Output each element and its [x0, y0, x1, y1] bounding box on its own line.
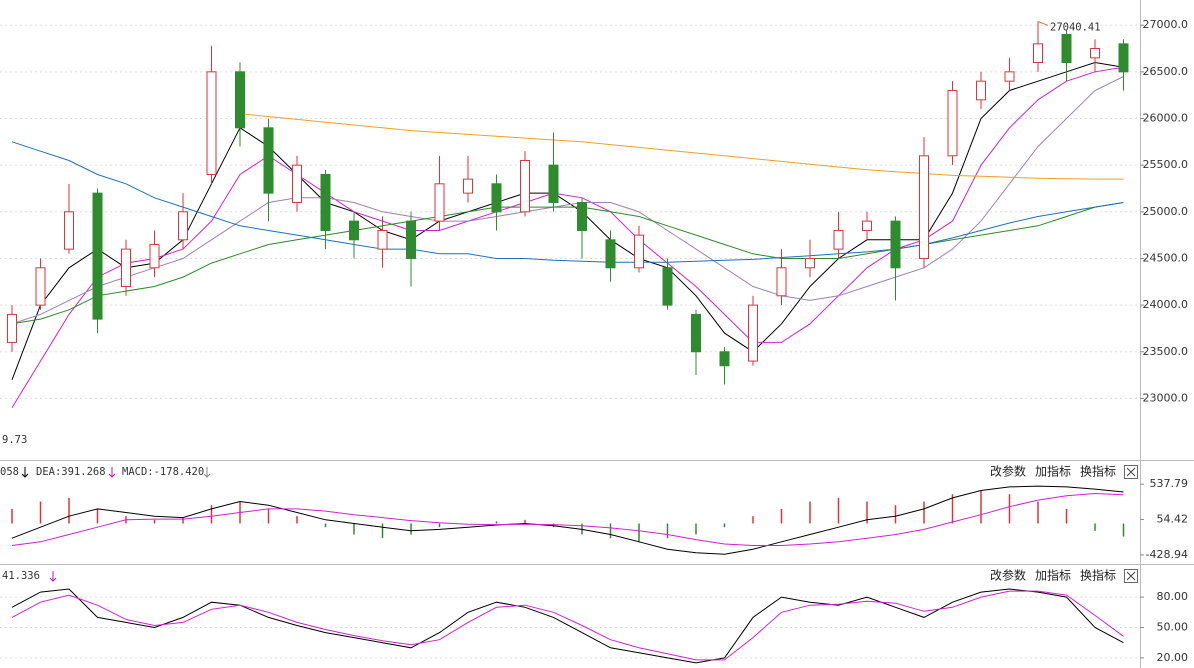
candle-body: [805, 257, 815, 269]
candle-body: [263, 127, 274, 194]
candle-body: [377, 229, 388, 250]
series-line: [11, 76, 1124, 325]
candle-body: [862, 220, 872, 231]
y-tick-label: 27000.0: [1143, 18, 1189, 31]
candle-body: [634, 234, 644, 269]
candle-body: [64, 211, 74, 250]
min-label: 9.73: [2, 434, 27, 446]
panel-button[interactable]: 加指标: [1035, 464, 1071, 479]
candle-body: [292, 164, 302, 203]
close-button[interactable]: [1124, 465, 1138, 479]
panel-button[interactable]: 加指标: [1035, 568, 1071, 583]
close-button[interactable]: [1124, 569, 1138, 583]
candle-body: [121, 248, 131, 287]
candle-body: [406, 220, 416, 259]
candle-body: [92, 192, 103, 320]
candle-body: [349, 220, 359, 241]
panel-button[interactable]: 换指标: [1080, 568, 1116, 583]
candle-body: [178, 211, 188, 241]
indicator-label: 41.336: [2, 570, 40, 582]
max-label: 27040.41: [1050, 21, 1101, 33]
candle-body: [491, 183, 502, 213]
series-line: [11, 485, 1124, 555]
y-tick-label: 25500.0: [1143, 158, 1189, 171]
panel-button[interactable]: 改参数: [990, 464, 1026, 479]
y-tick-label: -428.94: [1146, 548, 1188, 561]
y-tick-label: 26000.0: [1143, 111, 1189, 124]
close-icon: [1126, 571, 1136, 581]
series-line: [11, 590, 1124, 661]
candle-body: [1118, 43, 1129, 73]
y-tick-label: 54.42: [1157, 513, 1189, 526]
candle-body: [947, 90, 958, 157]
candle-body: [748, 304, 758, 362]
candle-body: [206, 71, 217, 175]
candle-body: [691, 313, 701, 353]
candle-body: [434, 183, 445, 222]
y-tick-label: 24500.0: [1143, 251, 1189, 264]
y-tick-label: 24000.0: [1143, 298, 1189, 311]
candle-body: [1033, 43, 1043, 64]
y-tick-label: 537.79: [1150, 477, 1189, 490]
y-tick-label: 25000.0: [1143, 205, 1189, 218]
candle-body: [149, 243, 160, 269]
panel-button[interactable]: 改参数: [990, 568, 1026, 583]
candle-body: [1090, 48, 1100, 59]
candle-body: [919, 155, 929, 259]
candle-body: [719, 351, 730, 367]
candle-body: [890, 220, 901, 269]
indicator-label: 058: [0, 466, 19, 478]
close-icon: [1126, 467, 1136, 477]
candle-body: [320, 173, 331, 231]
y-tick-label: 80.00: [1157, 590, 1189, 603]
candle-body: [7, 313, 17, 343]
candle-body: [577, 201, 587, 231]
trend-arrow: [21, 467, 29, 478]
panel-button[interactable]: 换指标: [1080, 464, 1116, 479]
candle-body: [1061, 34, 1072, 64]
candle-body: [833, 229, 844, 250]
y-tick-label: 26500.0: [1143, 65, 1189, 78]
series-line: [11, 141, 1124, 263]
series-line: [11, 492, 1124, 546]
series-line: [239, 113, 1124, 180]
candle-body: [463, 178, 473, 194]
candle-body: [548, 164, 559, 203]
y-tick-label: 23500.0: [1143, 345, 1189, 358]
max-arrow: [1037, 20, 1049, 26]
series-line: [11, 202, 1124, 325]
candle-body: [605, 239, 616, 269]
candle-body: [976, 80, 986, 101]
y-tick-label: 20.00: [1157, 651, 1189, 664]
y-tick-label: 23000.0: [1143, 391, 1189, 404]
candle-body: [1004, 71, 1015, 82]
candle-body: [520, 159, 530, 213]
candle-body: [776, 267, 787, 297]
candle-body: [662, 267, 673, 306]
y-tick-label: 50.00: [1157, 621, 1189, 634]
trend-arrow: [203, 467, 211, 478]
trend-arrow: [49, 571, 57, 582]
indicator-label: DEA:391.268: [36, 466, 106, 478]
trend-arrow: [108, 467, 116, 478]
series-line: [11, 66, 1124, 408]
indicator-label: MACD:-178.420: [122, 466, 204, 478]
candle-body: [35, 267, 46, 306]
candle-body: [235, 71, 245, 129]
